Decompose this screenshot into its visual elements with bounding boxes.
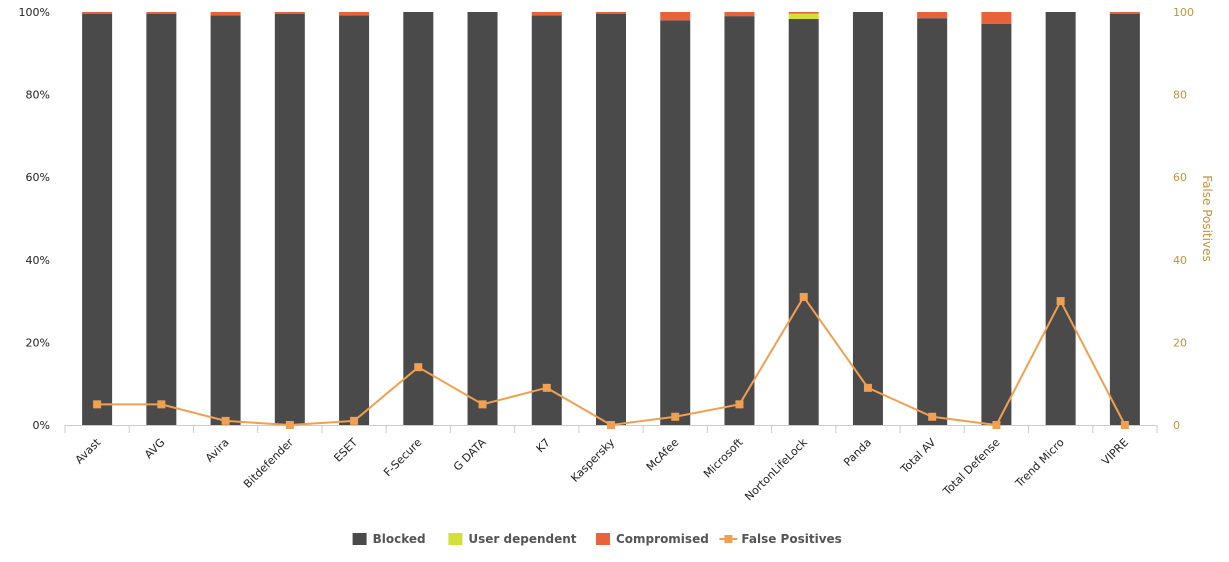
y-left-tick-label: 20% [26,336,50,349]
bar-compromised [274,12,305,14]
x-category-label: ESET [331,436,360,465]
bar-blocked [788,19,819,426]
bar-blocked [339,15,370,426]
legend-swatch [596,533,610,545]
point-false-positives [928,412,937,421]
y-left-tick-label: 80% [26,89,50,102]
y-left-tick-label: 100% [19,6,50,19]
legend-label: False Positives [741,532,841,546]
x-category-label: Microsoft [701,435,746,480]
bar-compromised [531,12,562,16]
bar-blocked [146,13,177,425]
bar-blocked [531,15,562,426]
point-false-positives [735,400,744,409]
bar-blocked [467,12,498,425]
point-false-positives [414,363,423,372]
x-category-label: Total Defense [940,436,1003,499]
legend-swatch-marker [724,535,733,543]
x-category-label: McAfee [644,436,682,474]
bar-blocked [82,13,113,425]
bar-blocked [917,18,948,425]
x-category-label: Avira [203,436,232,465]
bar-blocked [210,15,241,426]
x-category-label: Kaspersky [568,436,617,485]
point-false-positives [799,292,808,301]
bar-compromised [981,12,1012,24]
x-category-label: NortonLifeLock [742,435,810,503]
y-left-tick-label: 0% [33,419,50,432]
point-false-positives [221,416,230,425]
x-category-label: Panda [841,436,874,469]
legend-label: Compromised [616,532,709,546]
y-right-tick-label: 100 [1173,6,1194,19]
bar-blocked [274,13,305,425]
point-false-positives [1120,421,1129,429]
point-false-positives [542,383,551,392]
x-category-label: F-Secure [381,436,424,479]
y-right-tick-label: 0 [1173,419,1180,432]
point-false-positives [93,400,102,409]
bar-blocked [596,13,626,425]
point-false-positives [607,421,615,429]
y-right-axis-title: False Positives [1200,175,1214,261]
bar-blocked [1109,13,1140,425]
bar-blocked [852,12,883,425]
bar-compromised [82,12,113,14]
x-category-label: G DATA [451,436,489,474]
bar-compromised [210,12,241,16]
x-category-label: VIPRE [1099,436,1131,468]
bar-compromised [660,12,691,21]
bar-compromised [146,12,177,14]
y-right-tick-label: 20 [1173,336,1187,349]
legend-swatch [448,533,463,545]
point-false-positives [1056,297,1065,306]
x-category-label: Avast [73,435,104,466]
bar-user-dependent [788,13,819,20]
bar-blocked [660,20,691,425]
bar-compromised [596,12,626,14]
bar-blocked [1045,12,1076,425]
point-false-positives [992,421,1001,429]
legend-label: Blocked [373,532,426,546]
bar-compromised [339,12,370,16]
y-left-tick-label: 40% [26,254,50,267]
point-false-positives [157,400,166,409]
x-category-label: Total AV [898,436,939,477]
point-false-positives [478,400,487,409]
legend-swatch [352,533,367,545]
x-category-label: Bitdefender [241,436,296,491]
y-right-tick-label: 40 [1173,254,1187,267]
y-left-tick-label: 60% [26,171,50,184]
bar-blocked [403,12,434,425]
bar-compromised [788,12,819,14]
bar-compromised [1109,12,1140,14]
bar-blocked [981,23,1012,426]
y-right-tick-label: 60 [1173,171,1187,184]
y-right-tick-label: 80 [1173,89,1187,102]
x-category-label: K7 [534,436,553,455]
point-false-positives [350,416,359,425]
bar-compromised [917,12,948,19]
x-category-label: AVG [142,436,167,461]
bar-blocked [724,16,755,425]
bar-compromised [724,12,755,17]
point-false-positives [863,383,872,392]
x-category-label: Trend Micro [1012,436,1067,491]
legend-label: User dependent [468,532,576,546]
point-false-positives [671,412,680,421]
point-false-positives [285,421,294,429]
